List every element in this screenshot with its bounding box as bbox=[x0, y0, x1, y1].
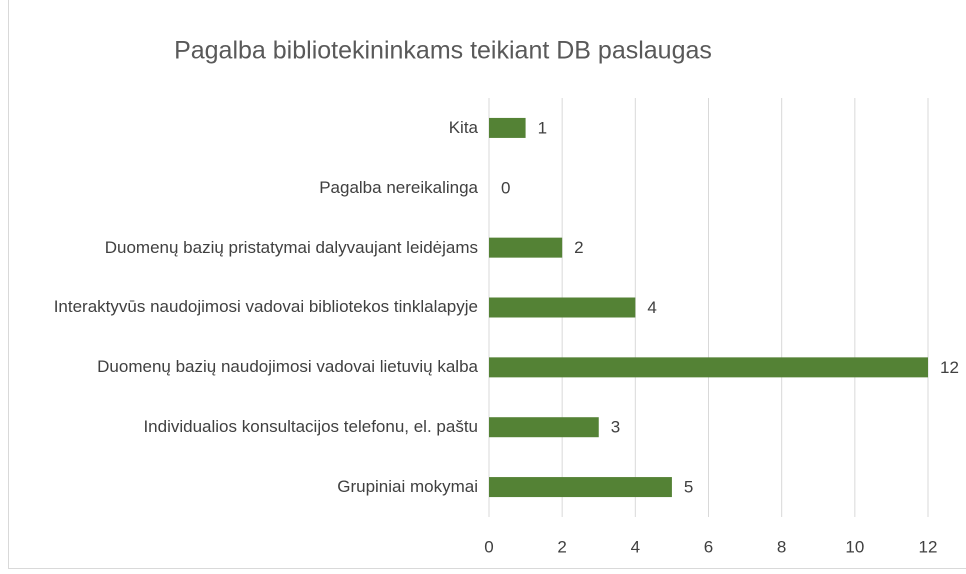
bar bbox=[489, 117, 526, 138]
chart-frame bbox=[8, 0, 966, 569]
x-tick-label: 6 bbox=[704, 537, 713, 556]
data-label: 1 bbox=[538, 118, 547, 137]
y-tick-label: Kita bbox=[448, 117, 478, 137]
x-tick-label: 4 bbox=[631, 537, 640, 556]
data-label: 5 bbox=[684, 478, 693, 497]
x-tick-label: 2 bbox=[557, 537, 566, 556]
y-tick-label: Individualios konsultacijos telefonu, el… bbox=[143, 417, 478, 437]
y-tick-label: Duomenų bazių naudojimosi vadovai lietuv… bbox=[97, 357, 478, 377]
category-label-box: Kita bbox=[10, 100, 478, 156]
bar bbox=[489, 297, 636, 318]
y-tick-label: Grupiniai mokymai bbox=[337, 477, 478, 497]
bar bbox=[489, 477, 672, 498]
y-tick-label: Interaktyvūs naudojimosi vadovai bibliot… bbox=[53, 297, 478, 317]
category-label-box: Grupiniai mokymai bbox=[10, 459, 478, 515]
x-tick-label: 0 bbox=[484, 537, 493, 556]
data-label: 3 bbox=[611, 418, 620, 437]
category-label-box: Pagalba nereikalinga bbox=[10, 160, 478, 216]
bar bbox=[489, 237, 563, 258]
data-label: 2 bbox=[574, 238, 583, 257]
category-label-box: Duomenų bazių pristatymai dalyvaujant le… bbox=[10, 220, 478, 276]
data-label: 0 bbox=[501, 178, 510, 197]
y-tick-label: Duomenų bazių pristatymai dalyvaujant le… bbox=[104, 237, 478, 257]
bar bbox=[489, 357, 928, 378]
x-tick-label: 12 bbox=[919, 537, 938, 556]
data-label: 4 bbox=[647, 298, 656, 317]
y-tick-label: Pagalba nereikalinga bbox=[319, 177, 478, 197]
data-label: 12 bbox=[940, 358, 959, 377]
category-label-box: Individualios konsultacijos telefonu, el… bbox=[10, 399, 478, 455]
category-label-box: Interaktyvūs naudojimosi vadovai bibliot… bbox=[10, 280, 478, 336]
chart-title: Pagalba bibliotekininkams teikiant DB pa… bbox=[174, 37, 712, 65]
category-label-box: Duomenų bazių naudojimosi vadovai lietuv… bbox=[10, 339, 478, 395]
x-tick-label: 8 bbox=[777, 537, 786, 556]
bar bbox=[489, 417, 599, 438]
x-tick-label: 10 bbox=[845, 537, 864, 556]
